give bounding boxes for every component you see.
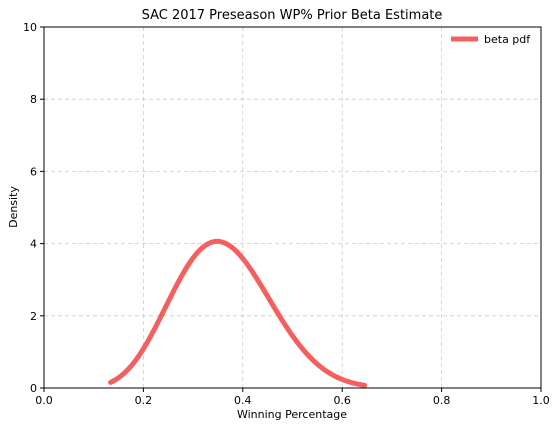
plot-frame	[43, 26, 542, 389]
x-tick-label: 0.6	[333, 394, 351, 407]
y-axis-ticks: 0 2 4 6 8 10	[23, 21, 44, 395]
x-axis-label: Winning Percentage	[237, 408, 347, 421]
y-tick-label: 6	[30, 165, 37, 178]
legend: beta pdf	[451, 33, 531, 46]
y-tick-label: 8	[30, 93, 37, 106]
y-axis-label: Density	[7, 186, 20, 228]
x-tick-label: 0.8	[433, 394, 451, 407]
y-tick-label: 10	[23, 21, 37, 34]
x-tick-label: 1.0	[532, 394, 550, 407]
x-tick-label: 0.4	[234, 394, 252, 407]
series-line-beta-pdf	[108, 238, 368, 388]
x-tick-label: 0.0	[35, 394, 53, 407]
series-layer	[108, 238, 368, 388]
x-tick-label: 0.2	[135, 394, 153, 407]
chart-title: SAC 2017 Preseason WP% Prior Beta Estima…	[142, 8, 443, 23]
y-tick-label: 0	[30, 382, 37, 395]
y-tick-label: 2	[30, 310, 37, 323]
x-axis-ticks: 0.0 0.2 0.4 0.6 0.8 1.0	[35, 388, 550, 407]
y-tick-label: 4	[30, 238, 37, 251]
legend-label: beta pdf	[484, 33, 531, 46]
plot-background	[44, 27, 541, 388]
